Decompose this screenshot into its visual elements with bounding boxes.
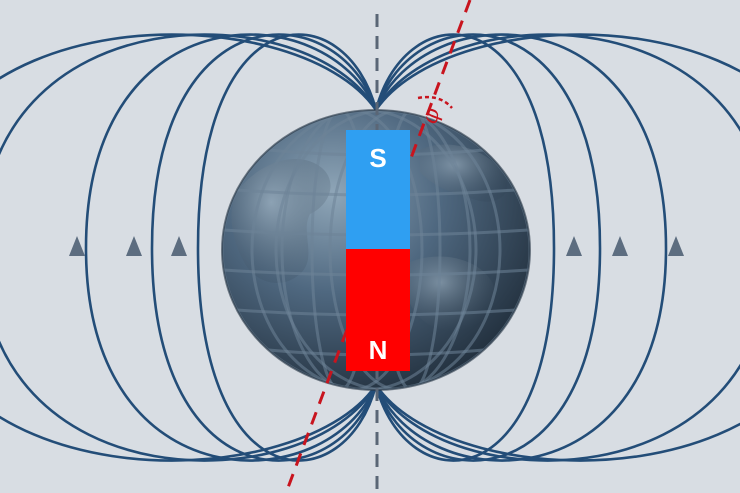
field-line-left-5 [0,33,378,462]
magnet-north-half [346,249,410,371]
field-direction-arrow-icon [69,236,85,256]
field-line-right-2 [374,33,602,462]
declination-angle-symbol: φ [418,106,445,126]
field-line-right-5 [374,33,740,462]
magnet-south-half [346,130,410,249]
field-line-left-2 [150,33,378,462]
south-pole-label: S [369,143,386,173]
field-direction-arrow-icon [126,236,142,256]
field-line-left-4 [0,33,378,462]
north-pole-label: N [369,335,388,365]
field-direction-arrow-icon [668,236,684,256]
field-line-right-3 [374,33,668,462]
field-line-right-1 [374,33,556,462]
bar-magnet: S N [346,130,410,371]
globe-meridian [250,110,478,390]
field-line-left-3 [84,33,378,462]
field-line-left-1 [196,33,378,462]
field-direction-arrow-icon [566,236,582,256]
globe-meridian [328,110,472,390]
field-line-right-4 [374,33,740,462]
field-direction-arrow-icon [612,236,628,256]
field-arrows [69,236,684,256]
globe-meridian [274,110,502,390]
declination-angle-arc [417,95,453,109]
field-direction-arrow-icon [171,236,187,256]
globe-meridian [280,110,424,390]
continent-shape [420,144,508,202]
field-lines [0,33,740,462]
